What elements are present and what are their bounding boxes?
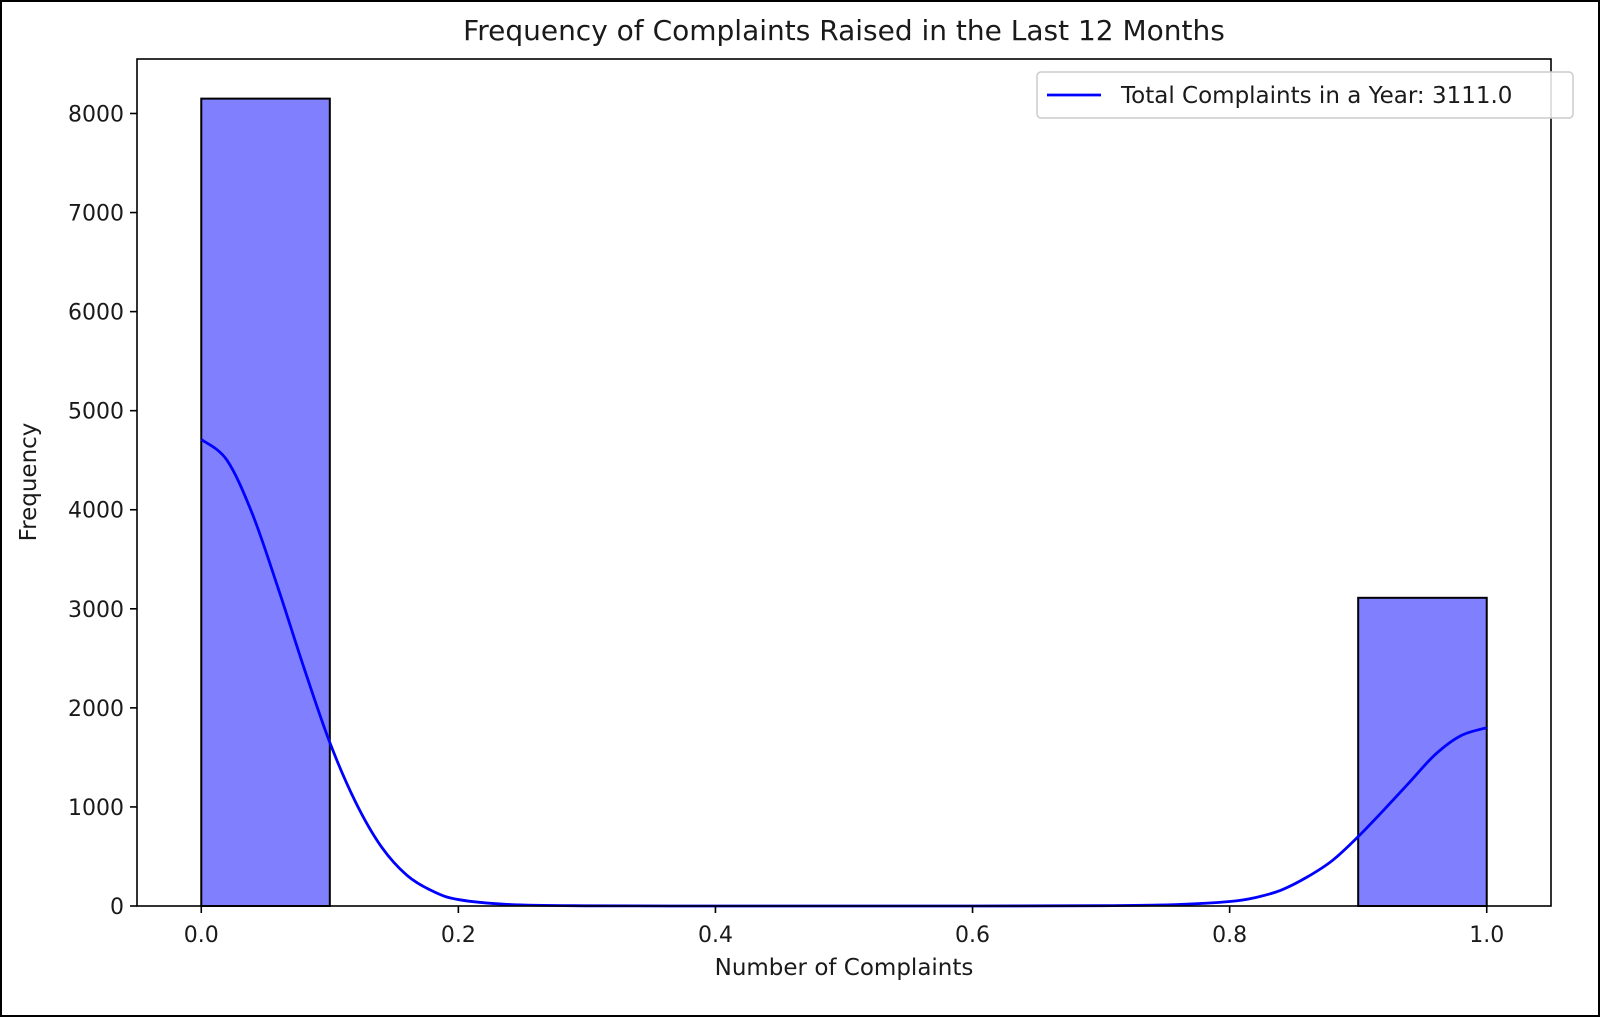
x-tick-label-0: 0.0	[184, 923, 219, 948]
x-tick-label-3: 0.6	[955, 923, 990, 948]
x-tick-label-1: 0.2	[441, 923, 476, 948]
plot-area	[136, 58, 1552, 908]
plot-frame	[136, 58, 1552, 907]
y-tick-label-5: 5000	[68, 400, 124, 425]
histogram-bar-1	[1357, 596, 1488, 907]
y-tick-label-4: 4000	[68, 499, 124, 524]
x-axis: 0.0 0.2 0.4 0.6 0.8 1.0	[184, 906, 1504, 948]
y-tick-label-3: 3000	[68, 598, 124, 623]
x-tick-label-2: 0.4	[698, 923, 733, 948]
kde-line	[200, 438, 1488, 908]
histogram-bar-0	[200, 97, 331, 907]
y-tick-label-8: 8000	[68, 102, 124, 127]
legend: Total Complaints in a Year: 3111.0	[1036, 71, 1574, 119]
y-tick-label-2: 2000	[68, 697, 124, 722]
y-tick-label-7: 7000	[68, 202, 124, 227]
y-tick-label-0: 0	[110, 895, 124, 920]
x-tick-label-4: 0.8	[1212, 923, 1247, 948]
legend-label-0: Total Complaints in a Year: 3111.0	[1120, 83, 1512, 109]
legend-box	[1036, 71, 1574, 119]
y-tick-label-6: 6000	[68, 301, 124, 326]
y-axis: 0 1000 2000 3000 4000 5000 6000 7000 8000	[68, 102, 137, 920]
x-tick-label-5: 1.0	[1469, 923, 1504, 948]
x-axis-label: Number of Complaints	[715, 955, 974, 981]
y-axis-label: Frequency	[16, 423, 42, 542]
y-tick-label-1: 1000	[68, 796, 124, 821]
chart-title: Frequency of Complaints Raised in the La…	[463, 14, 1225, 47]
